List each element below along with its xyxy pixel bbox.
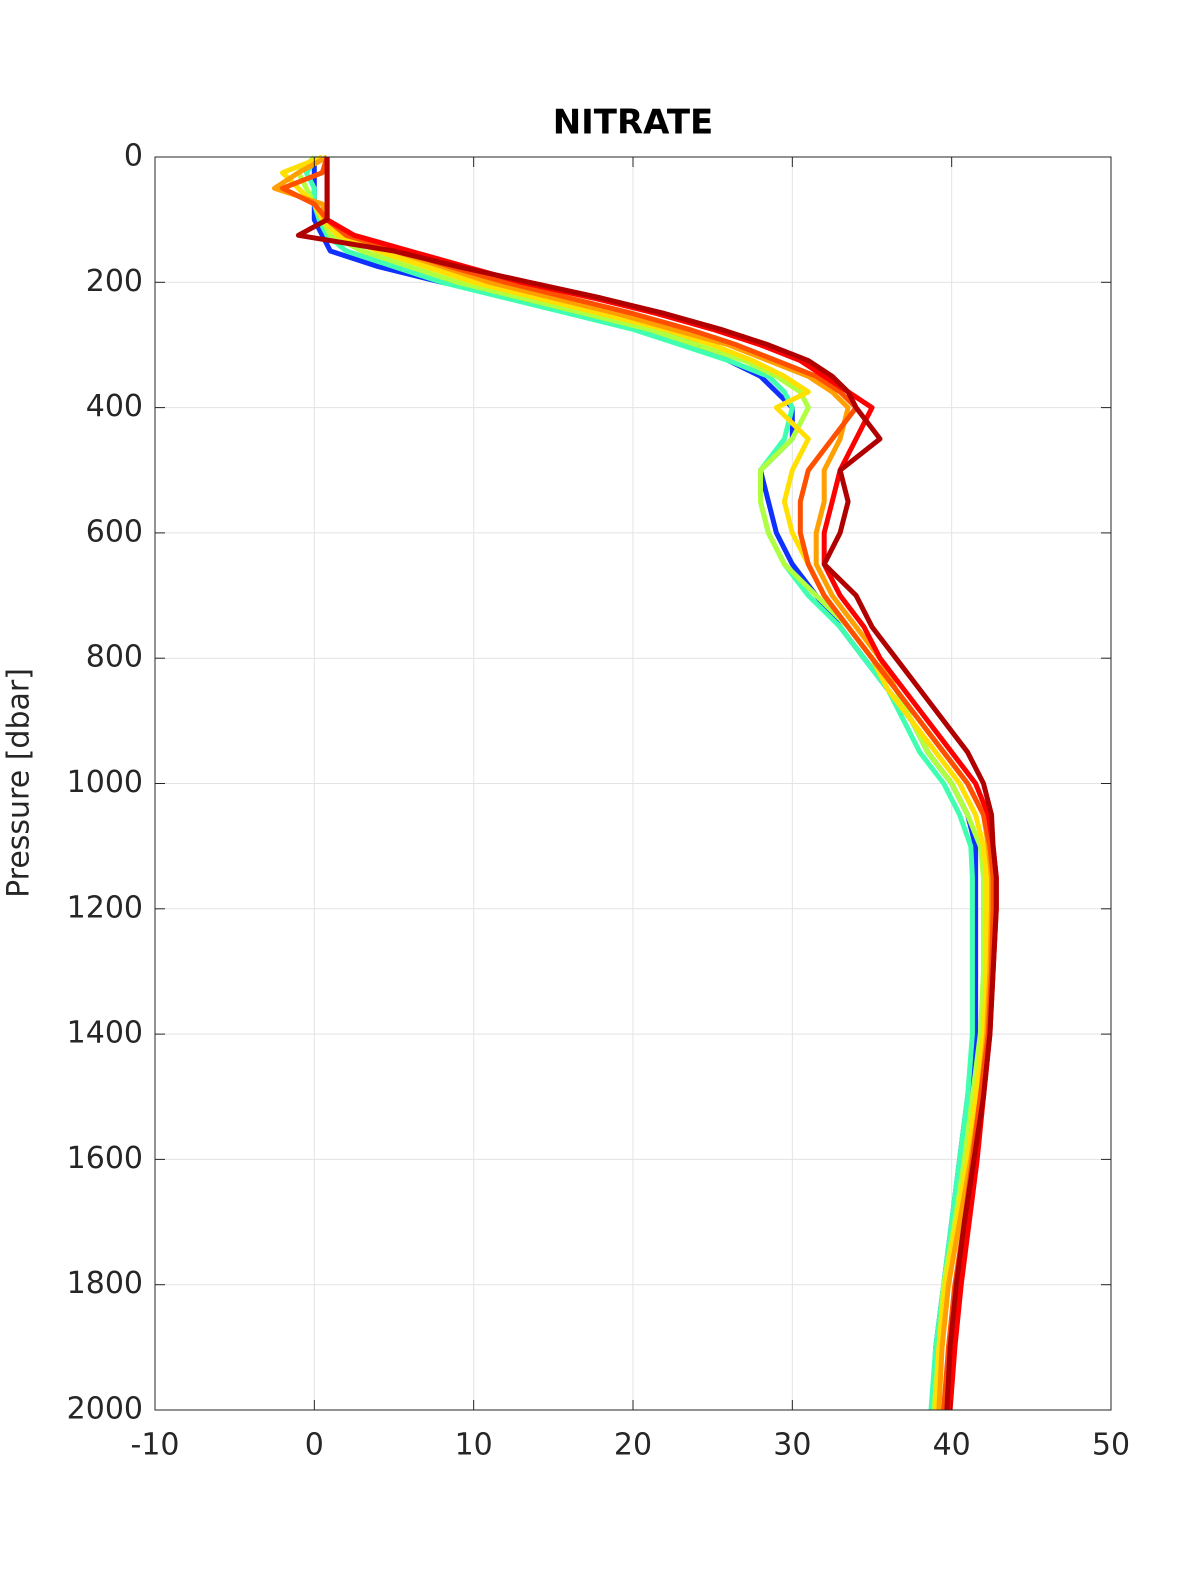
profile-line	[295, 155, 986, 1411]
x-tick-label: 10	[455, 1428, 493, 1463]
profile-line	[295, 157, 999, 1411]
y-tick-label: 800	[86, 640, 143, 675]
profile-line	[280, 154, 990, 1411]
x-tick-label: 0	[305, 1428, 324, 1463]
x-tick-label: 40	[933, 1428, 971, 1463]
y-tick-label: 400	[86, 389, 143, 424]
x-tick-label: 30	[773, 1428, 811, 1463]
y-tick-label: 1600	[67, 1141, 143, 1176]
profiles	[272, 154, 999, 1411]
plot-frame	[154, 156, 1112, 1411]
x-tick-label: 20	[614, 1428, 652, 1463]
y-tick-label: 1200	[67, 890, 143, 925]
y-tick-label: 200	[86, 264, 143, 299]
x-tick-label: 50	[1092, 1428, 1130, 1463]
y-tick-label: 0	[124, 139, 143, 174]
y-axis-label: Pressure [dbar]	[2, 668, 37, 898]
y-tick-label: 1000	[67, 765, 143, 800]
y-tick-label: 1800	[67, 1266, 143, 1301]
y-tick-label: 2000	[67, 1392, 143, 1427]
y-tick-label: 1400	[67, 1016, 143, 1051]
profile-line	[311, 157, 979, 1411]
chart-title: NITRATE	[553, 103, 714, 143]
y-tick-label: 600	[86, 514, 143, 549]
axes: -10 0 10 20 30 40 50 0 200 400 600 800 1000 1200 1400 1…	[67, 139, 1130, 1463]
x-tick-label: -10	[131, 1428, 180, 1463]
